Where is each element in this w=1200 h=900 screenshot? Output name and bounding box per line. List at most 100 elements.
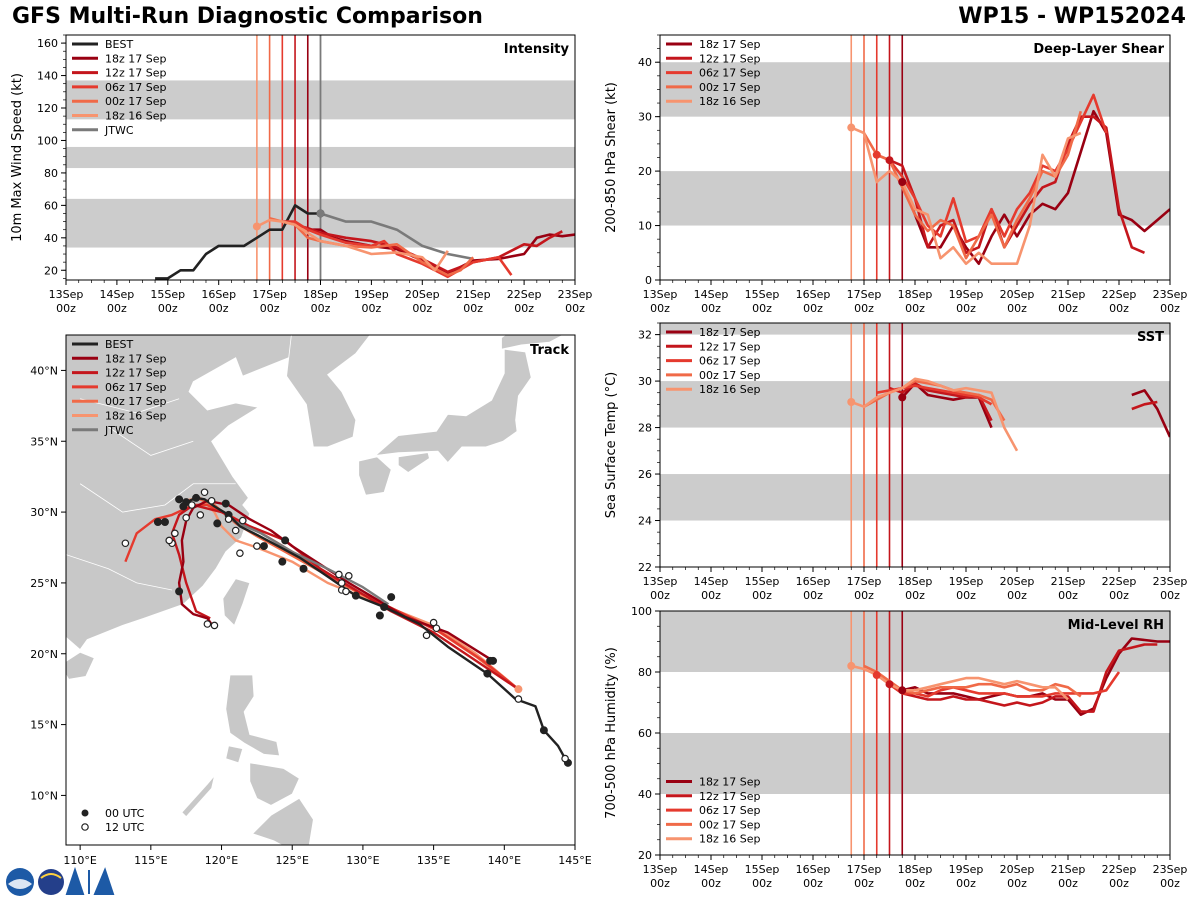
x-tick-label: 00z [752, 877, 772, 890]
series-line [1131, 400, 1158, 411]
x-tick-label: 00z [650, 302, 670, 315]
series-line [282, 220, 513, 279]
series-line [850, 126, 1082, 266]
series-line [902, 637, 1170, 717]
y-tick-label: 80 [44, 167, 58, 180]
noaa-cira-logo [6, 866, 115, 896]
x-tick-label: 19Sep [949, 575, 984, 588]
track-point-12utc [236, 549, 244, 557]
x-tick-label: 17Sep [847, 575, 882, 588]
x-tick-label: 00z [650, 589, 670, 602]
legend-label: 18z 17 Sep [699, 776, 761, 789]
x-tick-label: 00z [701, 589, 721, 602]
track-point-12utc [253, 542, 261, 550]
x-tick-label: 13Sep [643, 288, 678, 301]
land-hainan [66, 651, 95, 680]
track-point-12utc [342, 587, 350, 596]
x-tick-label: 14Sep [694, 288, 729, 301]
series-group [155, 204, 575, 280]
x-tick-label: 22Sep [507, 288, 542, 301]
legend-label: 12z 17 Sep [699, 340, 761, 353]
x-tick-label: 00z [1160, 302, 1180, 315]
x-tick-label: 23Sep [558, 288, 593, 301]
y-tick-label: 20°N [30, 648, 58, 661]
track-point-00utc [221, 499, 230, 508]
x-tick-label: 00z [803, 877, 823, 890]
province-border [66, 554, 173, 591]
x-tick-label: 00z [956, 302, 976, 315]
land-japan-kyushu [358, 456, 392, 496]
x-tick-label: 115°E [134, 854, 167, 867]
x-tick-label: 00z [107, 302, 127, 315]
y-tick-label: 15°N [30, 719, 58, 732]
track-point-00utc [153, 518, 162, 526]
x-tick-label: 00z [1109, 877, 1129, 890]
track-point-00utc [299, 564, 308, 573]
data-point [847, 398, 856, 407]
x-tick-label: 18Sep [898, 575, 933, 588]
series-line [901, 109, 1170, 266]
track-point-00utc [160, 518, 169, 526]
series-line [876, 93, 1108, 244]
y-tick-label: 26 [638, 468, 652, 481]
shaded-band [660, 611, 1170, 672]
x-tick-label: 21Sep [1051, 575, 1086, 588]
land-japan-shikoku [397, 452, 430, 473]
panel-title: Intensity [504, 42, 570, 57]
shaded-band [660, 323, 1170, 335]
y-tick-label: 10°N [30, 789, 58, 802]
land-china-mainland [66, 335, 293, 651]
shear-panel: 01020304013Sep00z14Sep00z15Sep00z16Sep00… [604, 34, 1187, 315]
x-tick-label: 00z [1007, 877, 1027, 890]
y-tick-label: 40 [638, 788, 652, 801]
track-point-12utc [337, 579, 346, 587]
legend-label: 00 UTC [105, 807, 145, 820]
x-tick-label: 17Sep [252, 288, 287, 301]
track-point-12utc [196, 511, 205, 519]
x-tick-label: 16Sep [796, 575, 831, 588]
y-tick-label: 60 [44, 199, 58, 212]
y-tick-label: 22 [638, 561, 652, 574]
y-tick-label: 40°N [30, 364, 58, 377]
track-point-12utc [200, 488, 209, 497]
x-tick-label: 00z [956, 589, 976, 602]
x-tick-label: 13Sep [643, 863, 678, 876]
y-tick-label: 160 [37, 37, 58, 50]
track-point-12utc [121, 539, 130, 548]
rh-panel: 2040608010013Sep00z14Sep00z15Sep00z16Sep… [604, 605, 1187, 890]
x-tick-label: 22Sep [1102, 863, 1137, 876]
legend-label: 06z 17 Sep [105, 81, 167, 94]
x-tick-label: 00z [412, 302, 432, 315]
x-tick-label: 00z [752, 302, 772, 315]
track-point-00utc [483, 669, 492, 678]
x-tick-label: 14Sep [694, 863, 729, 876]
x-tick-label: 00z [905, 589, 925, 602]
series-line [850, 377, 1019, 452]
x-tick-label: 130°E [346, 854, 379, 867]
x-tick-label: 18Sep [898, 863, 933, 876]
track-point-12utc [335, 570, 343, 579]
province-border [80, 398, 180, 414]
track-point-00utc [380, 603, 389, 611]
x-tick-label: 00z [158, 302, 178, 315]
track-point-00utc [539, 726, 548, 735]
data-point [898, 393, 907, 402]
y-tick-label: 20 [638, 849, 652, 862]
series-line [320, 212, 474, 261]
globe-icon [38, 869, 64, 895]
legend-label: 00z 17 Sep [105, 395, 167, 408]
track-point-00utc [375, 611, 384, 620]
x-tick-label: 15Sep [745, 575, 780, 588]
track-point-00utc [281, 536, 290, 545]
x-tick-label: 20Sep [1000, 575, 1035, 588]
track-point-12utc [165, 536, 174, 545]
track-point-00utc [192, 493, 201, 502]
legend-label: BEST [105, 338, 133, 351]
y-tick-label: 0 [645, 274, 652, 287]
x-tick-label: 00z [1109, 302, 1129, 315]
legend-label: 18z 17 Sep [699, 38, 761, 51]
y-tick-label: 60 [638, 727, 652, 740]
x-tick-label: 00z [1007, 589, 1027, 602]
track-point-12utc [182, 513, 190, 522]
map-frame [65, 334, 576, 846]
